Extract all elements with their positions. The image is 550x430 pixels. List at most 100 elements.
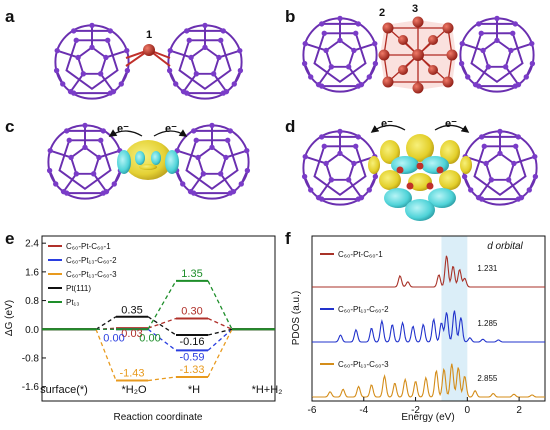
e-connector: [207, 280, 233, 330]
panel-f: f C₆₀-Pt-C₆₀-11.231C₆₀-Pt₁₃-C₆₀-21.285C₆…: [285, 229, 546, 423]
c60-cage-left: [300, 14, 380, 93]
panel-c: c e⁻ e⁻: [5, 117, 252, 200]
e-connector: [207, 328, 233, 378]
e-value-label: 0.35: [121, 305, 142, 317]
site-label-3: 3: [412, 3, 418, 15]
f-plot-frame: [311, 235, 546, 402]
electron-transfer-arrow-right: [153, 129, 188, 137]
c60-cage-left: [300, 127, 380, 206]
charge-density-c: [117, 140, 179, 180]
panel-e: e 2.4 1.6 0.8 0.0 -0.8 -1.6 0.35 0.030.00 0.00 -…: [4, 229, 282, 423]
panel-label-c: c: [5, 117, 14, 136]
e-connector: [207, 328, 233, 351]
e-value-labels: 0.35 0.030.00 0.00 -1.43 1.35 0.30 -0.16 -0.59-…: [103, 268, 204, 380]
e-step-label: surface(*): [40, 384, 88, 396]
e-plot-frame: [41, 235, 276, 402]
electron-label-right: e⁻: [445, 118, 457, 130]
e-value-label: -1.43: [119, 368, 144, 380]
f-dband-value: 2.855: [477, 374, 498, 383]
panel-label-b: b: [285, 7, 295, 26]
e-legend-label: C₆₀-Pt-C₆₀-1: [66, 242, 111, 251]
panel-label-e: e: [5, 229, 14, 248]
electron-transfer-arrow-left: [108, 129, 143, 137]
f-annotation: d orbital: [487, 241, 523, 252]
f-pdos-curve: [312, 310, 545, 343]
e-value-label: -0.59: [179, 351, 204, 363]
f-x-tick-label: -2: [411, 405, 420, 416]
f-series-2: C₆₀-Pt₁₃-C₆₀-3 2.855: [312, 360, 545, 398]
e-connector: [207, 317, 233, 330]
e-value-label: 0.03: [121, 328, 142, 340]
e-value-label: -1.33: [179, 364, 204, 376]
panel-a: a 1: [5, 7, 245, 100]
e-value-label: 0.00: [139, 332, 160, 344]
e-connector: [147, 376, 177, 382]
charge-density-d: [368, 134, 472, 221]
e-y-tick-label: -0.8: [22, 353, 40, 364]
e-step-label: *H+H₂: [252, 384, 283, 396]
c60-cage-left: [52, 21, 132, 100]
e-legend-label: Pt(111): [66, 284, 91, 293]
e-value-label: 0.30: [181, 306, 202, 318]
e-value-label: 0.00: [103, 332, 124, 344]
electron-label-left: e⁻: [381, 118, 393, 130]
site-label-1: 1: [146, 29, 152, 41]
e-series-0: [42, 317, 275, 331]
panel-label-a: a: [5, 7, 15, 26]
f-x-tick-label: -4: [359, 405, 368, 416]
e-connector: [147, 317, 177, 329]
panel-d: d e⁻ e⁻: [285, 117, 540, 221]
e-value-label: 1.35: [181, 268, 202, 280]
pt13-cluster: [378, 16, 458, 94]
site-label-2: 2: [379, 7, 385, 19]
c60-cage-right: [460, 127, 540, 206]
f-x-tick-label: 2: [516, 405, 522, 416]
e-series-4: [42, 279, 275, 331]
f-pdos-curve: [312, 255, 545, 288]
e-legend: C₆₀-Pt-C₆₀-1 C₆₀-Pt₁₃-C₆₀-2 C₆₀-Pt₁₃-C₆₀-3…: [48, 242, 117, 307]
e-series-lines: [42, 279, 275, 382]
f-pdos-curves: C₆₀-Pt-C₆₀-11.231C₆₀-Pt₁₃-C₆₀-21.285C₆₀-…: [312, 250, 545, 398]
f-legend-label: C₆₀-Pt₁₃-C₆₀-3: [338, 360, 389, 369]
c60-cage-right: [165, 21, 245, 100]
f-y-axis-label: PDOS (a.u.): [291, 291, 302, 345]
panel-b: b 2 3: [285, 3, 537, 94]
e-y-tick-label: 0.8: [25, 296, 39, 307]
f-dband-value: 1.285: [477, 319, 498, 328]
e-step-label: *H: [188, 384, 200, 396]
e-connector: [207, 328, 233, 336]
f-series-0: C₆₀-Pt-C₆₀-1 1.231: [312, 250, 545, 288]
e-connector: [147, 280, 177, 330]
e-legend-label: C₆₀-Pt₁₃-C₆₀-3: [66, 270, 117, 279]
panel-label-d: d: [285, 117, 295, 136]
c60-cage-right: [172, 121, 252, 200]
f-x-axis: -6 -4 -2 0 2: [308, 397, 522, 416]
e-y-tick-label: 2.4: [25, 239, 39, 250]
e-connector: [147, 316, 177, 336]
f-series-1: C₆₀-Pt₁₃-C₆₀-2 1.285: [312, 305, 545, 343]
c60-cage-left: [45, 121, 125, 200]
panel-label-f: f: [285, 229, 291, 248]
electron-transfer-arrow-right: [434, 124, 470, 133]
f-legend-label: C₆₀-Pt₁₃-C₆₀-2: [338, 305, 389, 314]
e-y-axis-label: ΔG (eV): [4, 300, 15, 336]
e-x-axis-label: Reaction coordinate: [114, 412, 203, 423]
electron-label-right: e⁻: [165, 123, 177, 135]
e-legend-label: Pt₁₃: [66, 298, 80, 307]
c60-cage-right: [457, 14, 537, 93]
e-step-label: *H₂O: [121, 384, 146, 396]
e-value-label: -0.16: [179, 336, 204, 348]
pt-single-atom: [143, 44, 155, 56]
f-dband-value: 1.231: [477, 264, 498, 273]
f-pdos-curve: [312, 363, 545, 398]
f-x-axis-label: Energy (eV): [401, 412, 454, 423]
e-connector: [95, 329, 117, 381]
e-y-tick-label: -1.6: [22, 382, 40, 393]
f-x-tick-label: -6: [308, 405, 317, 416]
f-legend-label: C₆₀-Pt-C₆₀-1: [338, 250, 383, 259]
e-legend-label: C₆₀-Pt₁₃-C₆₀-2: [66, 256, 117, 265]
e-y-tick-label: 1.6: [25, 267, 39, 278]
e-y-axis: 2.4 1.6 0.8 0.0 -0.8 -1.6: [22, 239, 46, 393]
electron-label-left: e⁻: [117, 123, 129, 135]
